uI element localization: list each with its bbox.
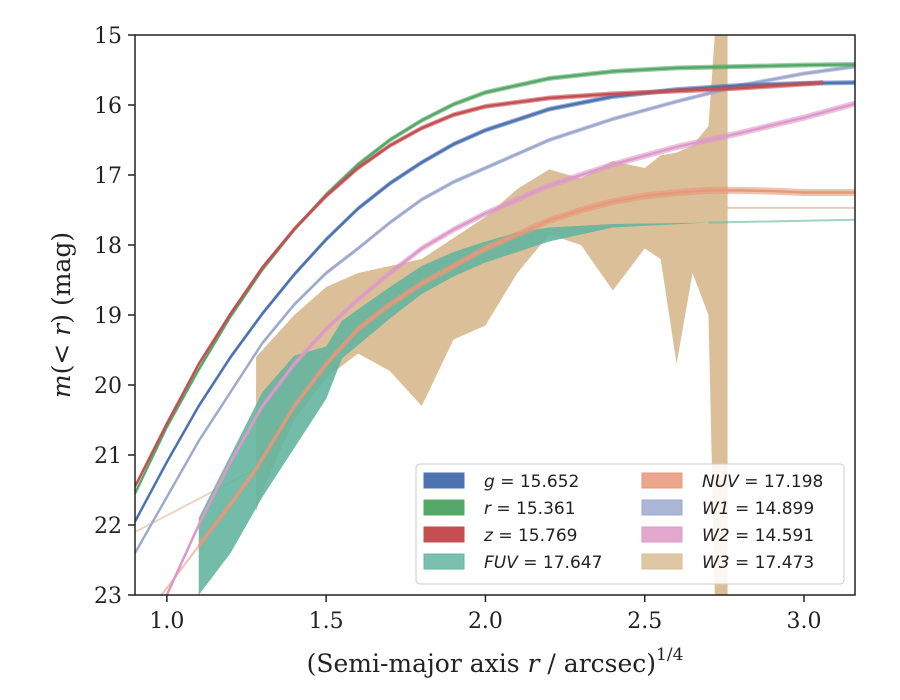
series-r	[135, 61, 855, 496]
series-w3-band	[256, 35, 728, 595]
plot-area	[135, 35, 855, 595]
legend-swatch-w3	[641, 553, 683, 570]
series-fuv	[198, 218, 855, 595]
legend-swatch-fuv	[423, 553, 465, 570]
legend-item-nuv: NUV = 17.198	[641, 472, 823, 492]
series-w2-band	[166, 100, 855, 595]
legend-swatch-w2	[641, 526, 683, 543]
legend-label-nuv: NUV = 17.198	[702, 472, 823, 492]
legend-item-w1: W1 = 14.899	[641, 499, 814, 519]
legend: g = 15.652 r = 15.361 z = 15.769 FUV = 17.6…	[415, 463, 845, 585]
y-tick-label: 15	[94, 24, 122, 49]
y-tick-label: 19	[94, 304, 122, 329]
legend-swatch-g	[423, 472, 465, 489]
y-tick-label: 16	[94, 94, 122, 119]
legend-swatch-r	[423, 499, 465, 516]
axes: 1.0 1.5 2.0 2.5 3.0 15 16 17 18 19 20 21 22 23 (Semi-m…	[47, 24, 856, 678]
x-tick-label: 2.5	[627, 609, 662, 634]
legend-item-w3: W3 = 17.473	[641, 553, 814, 573]
legend-label-fuv: FUV = 17.647	[484, 553, 602, 573]
legend-label-w3: W3 = 17.473	[702, 553, 814, 573]
x-tick-label: 1.0	[149, 609, 184, 634]
y-tick-label: 20	[94, 374, 122, 399]
legend-swatch-w1	[641, 499, 683, 516]
legend-label-r: r = 15.361	[484, 499, 576, 519]
x-axis-label: (Semi-major axis r / arcsec)1/4	[307, 645, 684, 678]
legend-label-w1: W1 = 14.899	[702, 499, 814, 519]
y-tick-label: 23	[94, 584, 122, 609]
legend-label-z: z = 15.769	[483, 526, 577, 546]
legend-item-fuv: FUV = 17.647	[423, 553, 602, 573]
series-w1	[135, 64, 855, 556]
legend-item-g: g = 15.652	[423, 472, 579, 492]
legend-box	[415, 463, 845, 585]
series-z	[135, 80, 824, 489]
series-w2	[165, 100, 855, 595]
x-tick-label: 2.0	[468, 609, 503, 634]
series-nuv-line	[197, 189, 855, 547]
y-axis-label: m(< r) (mag)	[47, 232, 76, 398]
y-tick-label: 21	[94, 444, 122, 469]
legend-swatch-nuv	[641, 472, 683, 489]
legend-label-g: g = 15.652	[484, 472, 579, 492]
series-w1-line	[135, 65, 855, 554]
y-tick-label: 22	[94, 514, 122, 539]
legend-item-z: z = 15.769	[423, 526, 577, 546]
legend-swatch-z	[423, 526, 465, 543]
series-nuv	[160, 186, 855, 595]
y-tick-label: 18	[94, 234, 122, 259]
x-tick-label: 3.0	[787, 609, 822, 634]
legend-label-w2: W2 = 14.591	[702, 526, 814, 546]
legend-item-r: r = 15.361	[423, 499, 576, 519]
legend-item-w2: W2 = 14.591	[641, 526, 814, 546]
y-tick-label: 17	[94, 164, 122, 189]
series-fuv-band	[198, 222, 709, 595]
series-nuv-extension-line	[160, 545, 200, 595]
series-w2-line	[165, 102, 855, 595]
series-z-line	[135, 81, 824, 488]
x-tick-label: 1.5	[309, 609, 344, 634]
series-layer	[135, 35, 855, 595]
series-fuv-extension-line	[708, 218, 855, 224]
series-r-line	[135, 63, 855, 495]
